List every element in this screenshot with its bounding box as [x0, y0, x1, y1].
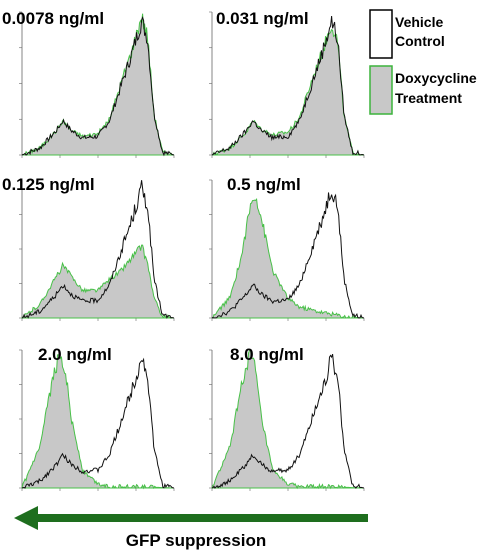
- legend-treatment-line1: Doxycycline: [395, 70, 477, 86]
- panel-5-treatment-series: [211, 349, 364, 490]
- gfp-suppression-arrow: GFP suppression: [14, 506, 368, 550]
- panel-2-treatment-series: [20, 244, 175, 319]
- panel-1-control-series: [211, 16, 365, 156]
- legend-treatment-line2: Treatment: [395, 90, 462, 106]
- panel-3-treatment-series: [211, 197, 365, 319]
- panel-4-control-series: [21, 357, 175, 489]
- panel-1-label: 0.031 ng/ml: [216, 9, 309, 28]
- panel-2-label: 0.125 ng/ml: [2, 175, 95, 194]
- panel-5-control-series: [211, 353, 365, 489]
- legend-control-line1: Vehicle: [395, 14, 443, 30]
- panel-4-treatment-series: [21, 353, 174, 490]
- panel-2: 0.125 ng/ml: [2, 175, 175, 321]
- panel-2-control-series: [21, 180, 175, 319]
- panel-5-label: 8.0 ng/ml: [230, 345, 304, 364]
- arrow-head-icon: [14, 506, 38, 530]
- legend-control-line2: Control: [395, 33, 445, 49]
- panel-4-label: 2.0 ng/ml: [38, 345, 112, 364]
- panel-0-control-series: [21, 16, 175, 157]
- legend-swatch-treatment: [369, 65, 393, 115]
- panel-3-label: 0.5 ng/ml: [227, 175, 301, 194]
- panel-3-control-series: [211, 192, 365, 319]
- panel-3: 0.5 ng/ml: [209, 175, 365, 321]
- panel-1-treatment-series: [211, 28, 365, 156]
- arrow-label: GFP suppression: [126, 531, 266, 550]
- panel-4: 2.0 ng/ml: [19, 345, 175, 491]
- panel-0-label: 0.0078 ng/ml: [2, 9, 104, 28]
- arrow-shaft: [30, 514, 368, 522]
- panel-5: 8.0 ng/ml: [209, 345, 365, 491]
- panel-1: 0.031 ng/ml: [209, 9, 365, 158]
- legend: Vehicle Control Doxycycline Treatment: [369, 9, 477, 115]
- legend-swatch-control: [369, 9, 393, 59]
- panel-0: 0.0078 ng/ml: [2, 9, 175, 158]
- histogram-panels: 0.0078 ng/ml 0.031 ng/ml 0.125 ng/ml 0.5…: [2, 9, 365, 491]
